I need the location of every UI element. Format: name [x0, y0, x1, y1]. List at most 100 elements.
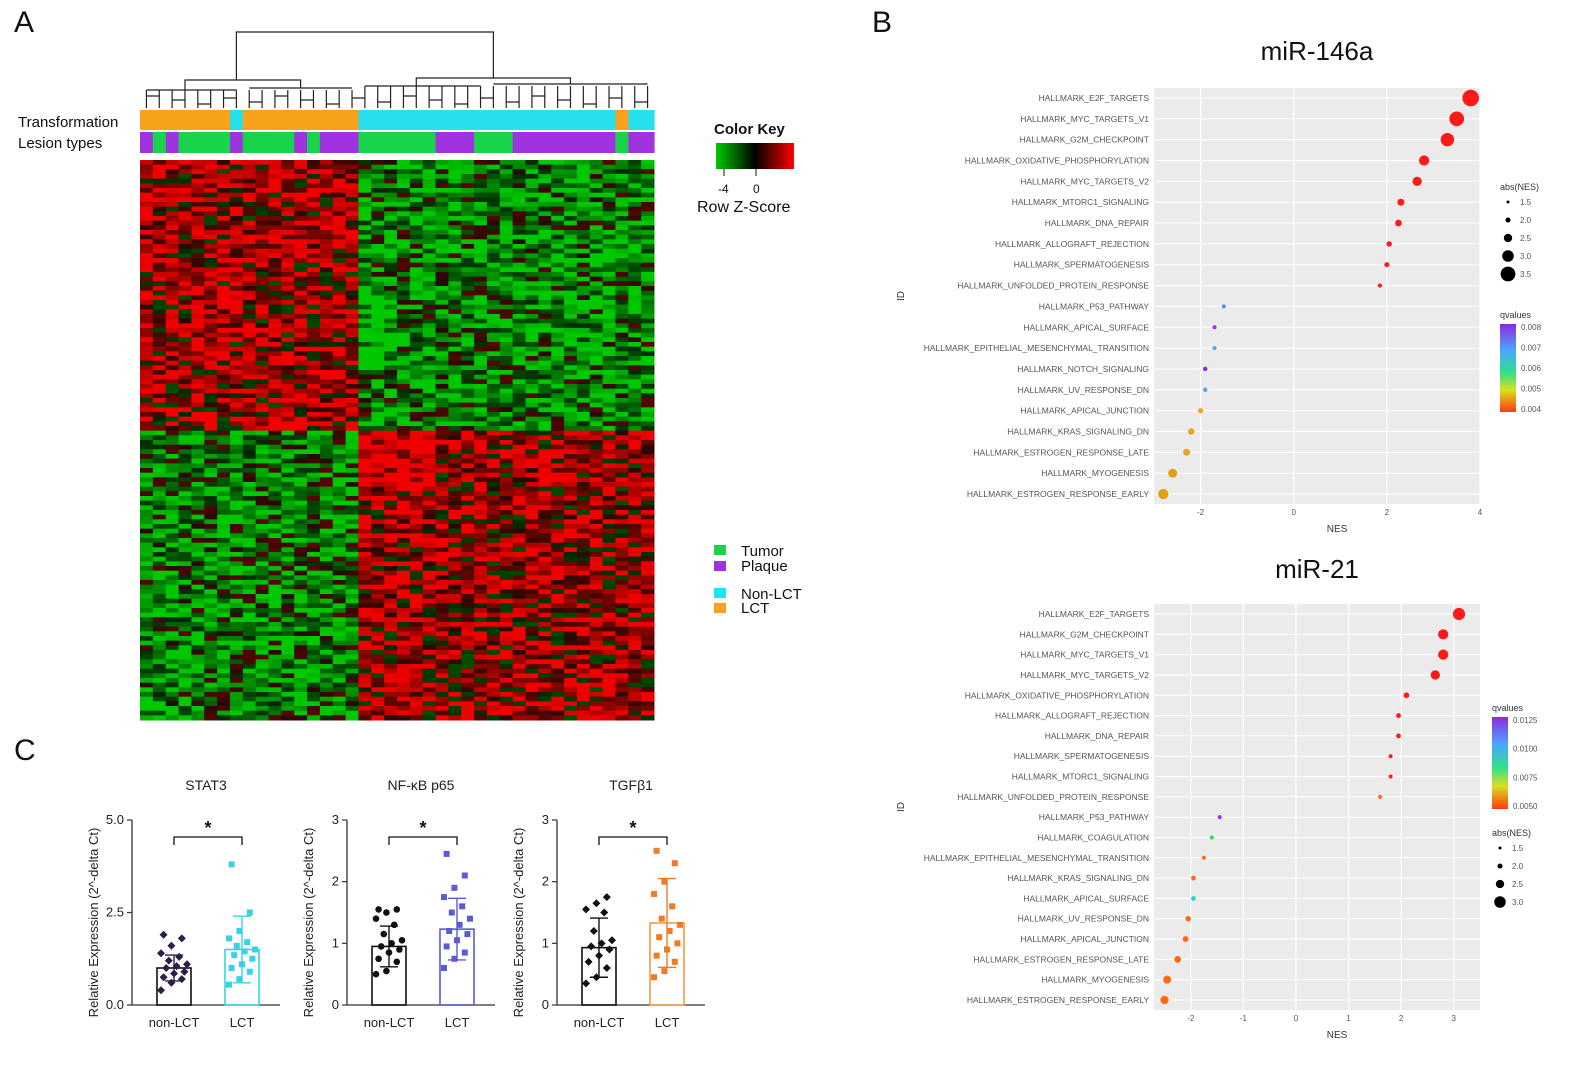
- heatmap-cell: [268, 514, 282, 520]
- heatmap-cell: [448, 174, 462, 180]
- heatmap-cell: [152, 608, 167, 614]
- heatmap-cell: [307, 528, 321, 534]
- heatmap-cell: [499, 706, 514, 712]
- heatmap-cell: [512, 435, 526, 441]
- heatmap-cell: [204, 258, 218, 264]
- heatmap-cell: [307, 160, 321, 166]
- heatmap-cell: [384, 272, 398, 278]
- heatmap-cell: [461, 374, 475, 380]
- heatmap-cell: [294, 500, 308, 506]
- heatmap-cell: [435, 225, 449, 231]
- heatmap-cell: [319, 561, 334, 567]
- heatmap-cell: [397, 622, 411, 628]
- heatmap-cell: [345, 164, 359, 170]
- heatmap-cell: [615, 608, 629, 614]
- heatmap-cell: [204, 318, 218, 324]
- heatmap-cell: [217, 416, 231, 422]
- heatmap-cell: [242, 538, 257, 544]
- heatmap-cell: [255, 225, 269, 231]
- heatmap-cell: [281, 192, 295, 198]
- heatmap-cell: [178, 654, 192, 660]
- heatmap-cell: [602, 519, 616, 525]
- heatmap-cell: [332, 230, 347, 236]
- heatmap-cell: [229, 160, 244, 166]
- heatmap-cell: [332, 244, 347, 250]
- heatmap-cell: [178, 323, 192, 329]
- heatmap-cell: [525, 566, 539, 572]
- heatmap-cell: [486, 370, 501, 376]
- heatmap-cell: [332, 547, 347, 553]
- heatmap-cell: [255, 598, 269, 604]
- heatmap-cell: [525, 374, 539, 380]
- heatmap-cell: [384, 164, 398, 170]
- heatmap-cell: [229, 421, 244, 427]
- heatmap-cell: [448, 384, 462, 390]
- heatmap-cell: [474, 407, 488, 413]
- heatmap-cell: [140, 379, 154, 385]
- heatmap-cell: [242, 556, 257, 562]
- heatmap-cell: [165, 496, 180, 502]
- heatmap-cell: [294, 365, 308, 371]
- heatmap-cell: [345, 337, 359, 343]
- heatmap-cell: [512, 486, 526, 492]
- heatmap-cell: [152, 379, 167, 385]
- heatmap-cell: [217, 682, 231, 688]
- heatmap-cell: [551, 365, 565, 371]
- heatmap-cell: [499, 440, 514, 446]
- heatmap-cell: [602, 351, 616, 357]
- heatmap-cell: [217, 664, 231, 670]
- heatmap-cell: [204, 710, 218, 716]
- heatmap-cell: [628, 183, 642, 189]
- heatmap-cell: [551, 482, 565, 488]
- heatmap-cell: [191, 309, 205, 315]
- heatmap-cell: [461, 178, 475, 184]
- heatmap-cell: [474, 570, 488, 576]
- heatmap-cell: [152, 304, 167, 310]
- heatmap-cell: [589, 164, 604, 170]
- heatmap-cell: [422, 258, 437, 264]
- heatmap-cell: [384, 286, 398, 292]
- heatmap-cell: [165, 379, 180, 385]
- heatmap-cell: [499, 580, 514, 586]
- heatmap-cell: [525, 164, 539, 170]
- heatmap-cell: [397, 416, 411, 422]
- heatmap-cell: [615, 706, 629, 712]
- heatmap-cell: [217, 706, 231, 712]
- heatmap-cell: [294, 659, 308, 665]
- heatmap-cell: [551, 561, 565, 567]
- heatmap-cell: [576, 678, 591, 684]
- heatmap-cell: [512, 472, 526, 478]
- heatmap-cell: [589, 631, 604, 637]
- heatmap-cell: [268, 528, 282, 534]
- heatmap-cell: [512, 337, 526, 343]
- heatmap-cell: [358, 328, 372, 334]
- heatmap-cell: [435, 463, 449, 469]
- heatmap-cell: [628, 580, 642, 586]
- heatmap-cell: [641, 449, 655, 455]
- heatmap-cell: [255, 407, 269, 413]
- heatmap-cell: [486, 220, 501, 226]
- heatmap-cell: [332, 687, 347, 693]
- heatmap-cell: [255, 566, 269, 572]
- heatmap-cell: [422, 416, 437, 422]
- heatmap-cell: [397, 346, 411, 352]
- heatmap-cell: [332, 332, 347, 338]
- heatmap-cell: [255, 435, 269, 441]
- heatmap-cell: [178, 379, 192, 385]
- heatmap-cell: [140, 678, 154, 684]
- heatmap-cell: [358, 654, 372, 660]
- heatmap-cell: [384, 220, 398, 226]
- heatmap-cell: [229, 262, 244, 268]
- heatmap-cell: [178, 542, 192, 548]
- heatmap-cell: [641, 468, 655, 474]
- heatmap-cell: [448, 533, 462, 539]
- heatmap-cell: [589, 584, 604, 590]
- heatmap-cell: [165, 486, 180, 492]
- heatmap-cell: [628, 286, 642, 292]
- heatmap-cell: [332, 435, 347, 441]
- heatmap-cell: [512, 524, 526, 530]
- heatmap-cell: [499, 164, 514, 170]
- heatmap-cell: [345, 706, 359, 712]
- heatmap-cell: [628, 421, 642, 427]
- heatmap-cell: [217, 183, 231, 189]
